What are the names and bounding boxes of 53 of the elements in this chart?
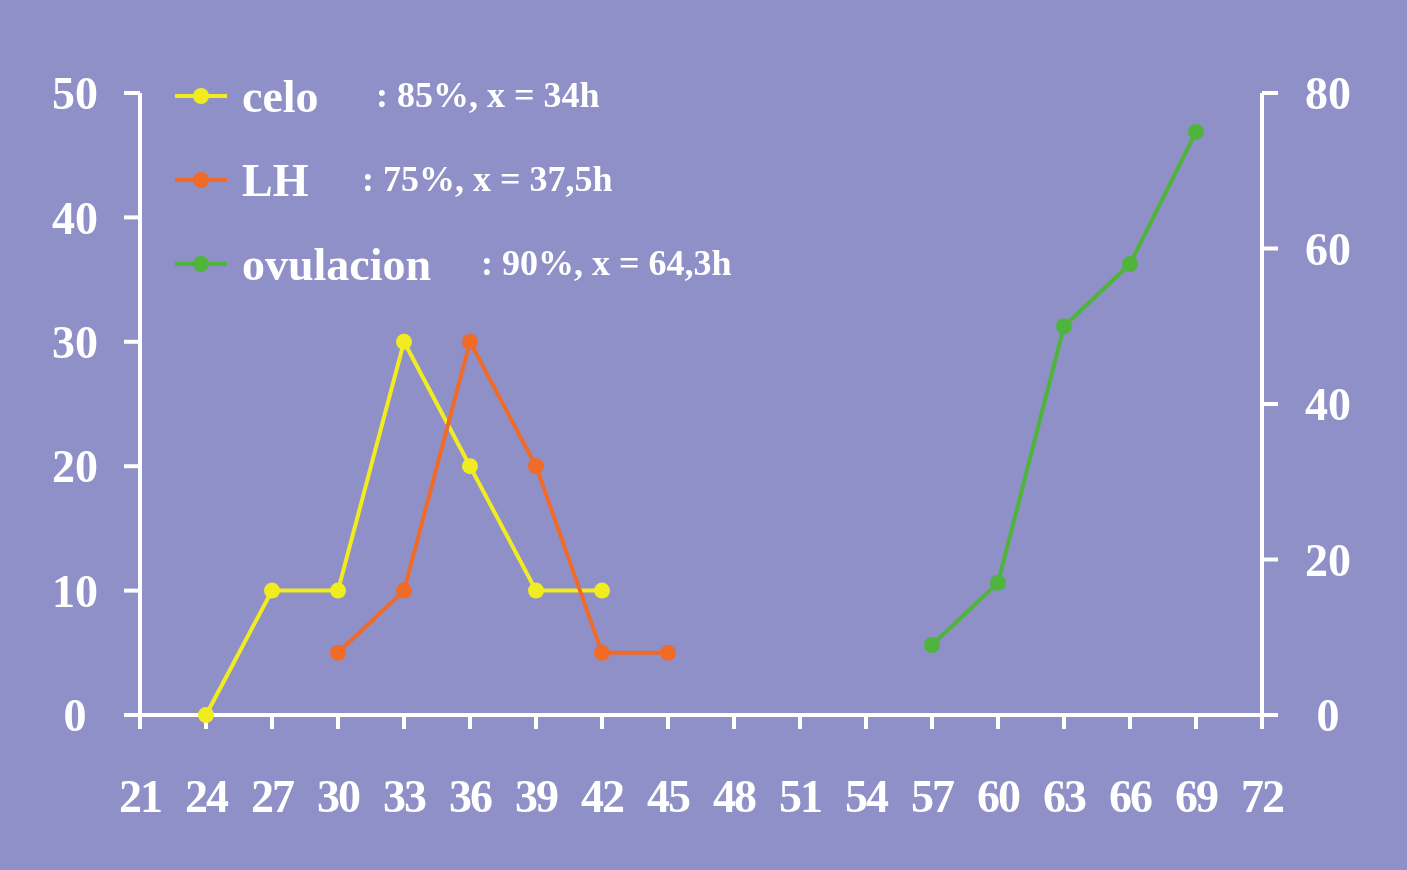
point bbox=[396, 582, 412, 599]
point bbox=[594, 644, 610, 661]
x-tick-label: 51 bbox=[779, 771, 821, 822]
y2-tick-label: 0 bbox=[1316, 690, 1340, 742]
point bbox=[1122, 256, 1138, 273]
y-tick-label: 0 bbox=[63, 690, 87, 742]
x-tick-label: 57 bbox=[911, 771, 954, 822]
x-tick-label: 39 bbox=[515, 771, 558, 822]
x-tick-label: 21 bbox=[119, 771, 161, 822]
x-tick-label: 69 bbox=[1175, 771, 1218, 822]
y2-tick-label: 80 bbox=[1305, 68, 1351, 120]
point bbox=[594, 582, 610, 599]
legend-label: celo bbox=[242, 71, 319, 123]
point bbox=[198, 707, 214, 723]
annotation: : 85%, x = 34h bbox=[376, 74, 600, 115]
point bbox=[990, 574, 1006, 591]
x-tick-label: 27 bbox=[251, 771, 294, 822]
x-tick-label: 48 bbox=[713, 771, 756, 822]
legend-label: ovulacion bbox=[242, 239, 432, 291]
y2-tick-label: 60 bbox=[1305, 223, 1351, 275]
x-tick-label: 72 bbox=[1241, 771, 1284, 822]
point bbox=[1056, 318, 1072, 335]
x-tick-label: 36 bbox=[449, 771, 492, 822]
point bbox=[1188, 123, 1204, 140]
x-tick-label: 24 bbox=[185, 771, 229, 822]
y-tick-label: 20 bbox=[52, 441, 98, 493]
x-tick-label: 42 bbox=[581, 771, 624, 822]
x-tick-label: 66 bbox=[1109, 771, 1152, 822]
point bbox=[462, 458, 478, 475]
point bbox=[924, 637, 940, 654]
point bbox=[330, 582, 346, 599]
y2-tick-label: 20 bbox=[1305, 534, 1351, 586]
legend-label: LH bbox=[242, 155, 309, 207]
point bbox=[462, 333, 478, 350]
y-tick-label: 50 bbox=[52, 68, 98, 120]
x-tick-label: 60 bbox=[977, 771, 1020, 822]
annotation: : 90%, x = 64,3h bbox=[481, 242, 732, 283]
x-tick-label: 33 bbox=[383, 771, 426, 822]
x-tick-label: 30 bbox=[317, 771, 360, 822]
y-tick-label: 40 bbox=[52, 192, 98, 244]
annotation: : 75%, x = 37,5h bbox=[362, 158, 613, 199]
y-tick-label: 30 bbox=[52, 316, 98, 368]
y-tick-label: 10 bbox=[52, 565, 98, 617]
point bbox=[528, 458, 544, 475]
y2-tick-label: 40 bbox=[1305, 379, 1351, 431]
point bbox=[660, 644, 676, 661]
x-tick-label: 63 bbox=[1043, 771, 1086, 822]
point bbox=[528, 582, 544, 599]
point bbox=[330, 644, 346, 661]
x-tick-label: 54 bbox=[845, 771, 889, 822]
x-tick-label: 45 bbox=[647, 771, 690, 822]
point bbox=[396, 333, 412, 350]
point bbox=[264, 582, 280, 599]
